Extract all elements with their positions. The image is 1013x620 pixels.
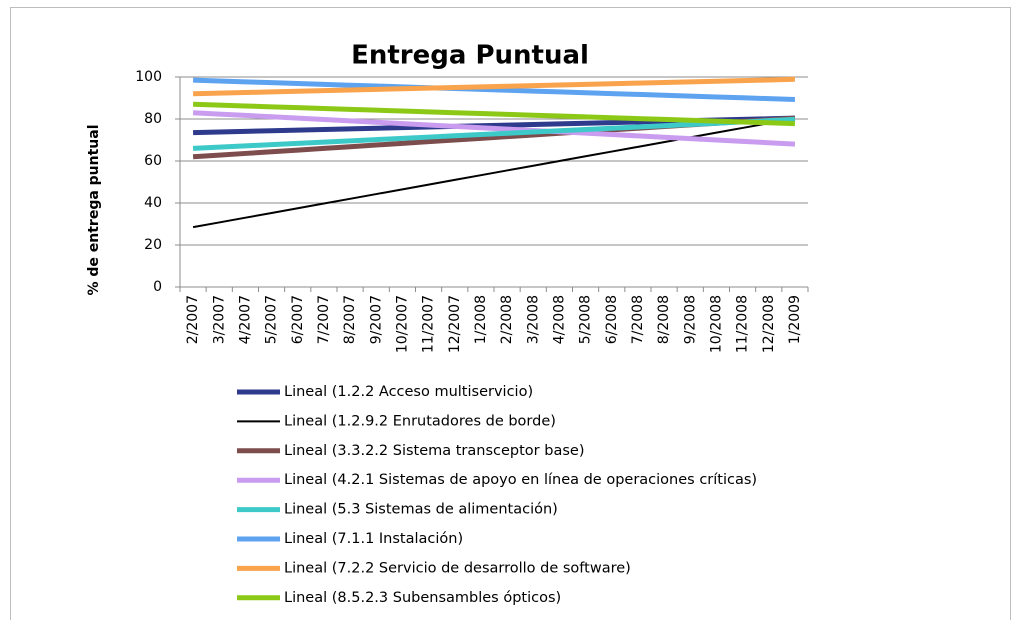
- y-tick-label: 40: [144, 195, 162, 211]
- y-tick-label: 80: [144, 111, 162, 127]
- x-tick-label: 10/2007: [394, 295, 410, 353]
- x-tick-label: 2/2007: [185, 295, 201, 344]
- x-tick-label: 3/2008: [525, 295, 541, 344]
- legend-label: Lineal (4.2.1 Sistemas de apoyo en línea…: [284, 472, 757, 488]
- x-tick-label: 6/2007: [290, 295, 306, 344]
- legend-label: Lineal (8.5.2.3 Subensambles ópticos): [284, 590, 561, 606]
- legend-label: Lineal (1.2.9.2 Enrutadores de borde): [284, 413, 556, 429]
- x-tick-label: 11/2008: [735, 295, 751, 353]
- legend-label: Lineal (7.2.2 Servicio de desarrollo de …: [284, 560, 631, 576]
- y-tick-label: 20: [144, 237, 162, 253]
- x-tick-label: 5/2007: [264, 295, 280, 344]
- y-axis-label: % de entrega puntual: [86, 124, 102, 295]
- x-tick-label: 2/2008: [499, 295, 515, 344]
- x-tick-label: 1/2009: [787, 295, 803, 344]
- series-line: [192, 77, 796, 102]
- x-tick-label: 9/2008: [682, 295, 698, 344]
- x-tick-label: 10/2008: [708, 295, 724, 353]
- x-tick-label: 1/2008: [473, 295, 489, 344]
- x-tick-label: 3/2007: [211, 295, 227, 344]
- series-line: [192, 116, 796, 151]
- chart-frame: [10, 7, 1011, 620]
- series-line: [193, 76, 795, 97]
- x-tick-label: 5/2008: [578, 295, 594, 344]
- x-tick-label: 4/2008: [551, 295, 567, 344]
- x-tick-label: 12/2007: [447, 295, 463, 353]
- x-tick-label: 12/2008: [761, 295, 777, 353]
- x-tick-label: 7/2008: [630, 295, 646, 344]
- x-tick-label: 8/2007: [342, 295, 358, 344]
- x-tick-label: 9/2007: [368, 295, 384, 344]
- legend-label: Lineal (1.2.2 Acceso multiservicio): [284, 384, 533, 400]
- legend-label: Lineal (3.3.2.2 Sistema transceptor base…: [284, 443, 584, 459]
- x-tick-label: 11/2007: [421, 295, 437, 353]
- series-line: [192, 101, 796, 127]
- legend-label: Lineal (5.3 Sistemas de alimentación): [284, 502, 558, 518]
- y-tick-label: 0: [153, 279, 162, 295]
- x-tick-label: 7/2007: [316, 295, 332, 344]
- chart-title: Entrega Puntual: [351, 41, 589, 71]
- y-tick-label: 100: [135, 69, 162, 85]
- y-tick-label: 60: [144, 153, 162, 169]
- x-tick-label: 8/2008: [656, 295, 672, 344]
- x-tick-label: 4/2007: [237, 295, 253, 344]
- series-line: [192, 110, 796, 147]
- x-tick-label: 6/2008: [604, 295, 620, 344]
- legend-label: Lineal (7.1.1 Instalación): [284, 531, 463, 547]
